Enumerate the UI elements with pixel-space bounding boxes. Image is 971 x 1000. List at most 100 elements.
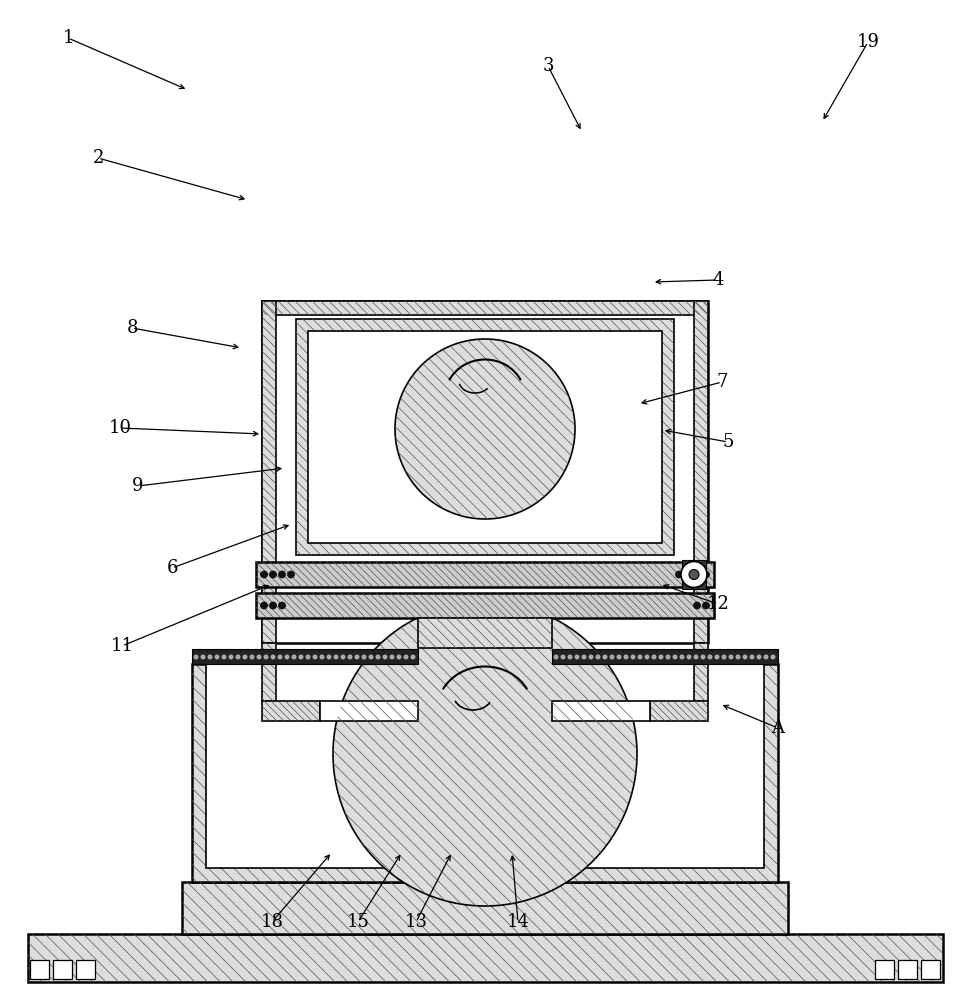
Circle shape [700,654,706,660]
Circle shape [623,654,628,660]
Circle shape [665,654,671,660]
Circle shape [208,654,213,660]
Circle shape [270,602,277,609]
Circle shape [256,654,261,660]
Bar [552,701,650,721]
Polygon shape [262,301,708,315]
Bar [206,664,764,868]
Circle shape [685,571,691,578]
Circle shape [702,571,710,578]
Circle shape [702,602,710,609]
Polygon shape [262,701,320,721]
Polygon shape [262,301,708,315]
Bar [53,960,72,979]
Circle shape [260,602,267,609]
Circle shape [326,654,331,660]
Polygon shape [192,649,418,664]
Text: 4: 4 [713,271,723,289]
Polygon shape [650,701,708,721]
Polygon shape [296,319,674,555]
Circle shape [689,570,699,580]
Text: 7: 7 [717,373,727,391]
Circle shape [693,571,700,578]
Circle shape [389,654,394,660]
Circle shape [673,654,678,660]
Circle shape [595,654,600,660]
Circle shape [658,654,663,660]
Polygon shape [28,934,943,982]
Circle shape [260,571,267,578]
Circle shape [287,571,294,578]
Bar [320,701,418,721]
Circle shape [652,654,656,660]
Text: 6: 6 [166,559,178,577]
Circle shape [735,654,741,660]
Polygon shape [296,319,674,555]
Polygon shape [694,643,708,701]
Polygon shape [256,593,714,618]
Polygon shape [418,620,552,648]
Polygon shape [192,664,778,882]
Text: 19: 19 [856,33,880,51]
Bar [898,960,917,979]
Polygon shape [694,301,708,643]
Polygon shape [552,649,778,664]
Polygon shape [182,882,788,934]
Bar [875,960,894,979]
Circle shape [676,571,683,578]
Polygon shape [694,643,708,701]
Polygon shape [418,618,552,648]
Text: 8: 8 [126,319,138,337]
Text: 10: 10 [109,419,131,437]
Polygon shape [262,301,276,643]
Text: 11: 11 [111,637,133,655]
Bar [682,560,706,589]
Circle shape [319,654,324,660]
Polygon shape [262,643,276,701]
Text: 14: 14 [507,913,529,931]
Polygon shape [418,620,552,648]
Circle shape [348,654,352,660]
Circle shape [354,654,359,660]
Circle shape [221,654,226,660]
Circle shape [279,602,285,609]
Circle shape [376,654,381,660]
Circle shape [250,654,254,660]
Text: 12: 12 [707,595,729,613]
Circle shape [263,654,269,660]
Circle shape [369,654,374,660]
Circle shape [215,654,219,660]
Polygon shape [694,301,708,643]
Polygon shape [650,701,708,721]
Polygon shape [182,882,788,934]
Circle shape [313,654,318,660]
Text: 18: 18 [260,913,284,931]
Polygon shape [28,934,943,982]
Polygon shape [256,593,714,618]
Circle shape [638,654,643,660]
Circle shape [743,654,748,660]
Circle shape [278,654,283,660]
Polygon shape [262,643,276,701]
Circle shape [681,562,707,587]
Bar [921,960,940,979]
Text: 5: 5 [722,433,734,451]
Circle shape [686,654,691,660]
Circle shape [715,654,720,660]
Polygon shape [395,339,575,519]
Circle shape [567,654,573,660]
Polygon shape [256,562,714,587]
Circle shape [404,654,409,660]
Circle shape [630,654,635,660]
Circle shape [271,654,276,660]
Circle shape [680,654,685,660]
Text: 2: 2 [92,149,104,167]
Circle shape [602,654,608,660]
Circle shape [193,654,198,660]
Polygon shape [418,618,552,648]
Circle shape [588,654,593,660]
Circle shape [617,654,621,660]
Circle shape [306,654,311,660]
Circle shape [763,654,768,660]
Circle shape [610,654,615,660]
